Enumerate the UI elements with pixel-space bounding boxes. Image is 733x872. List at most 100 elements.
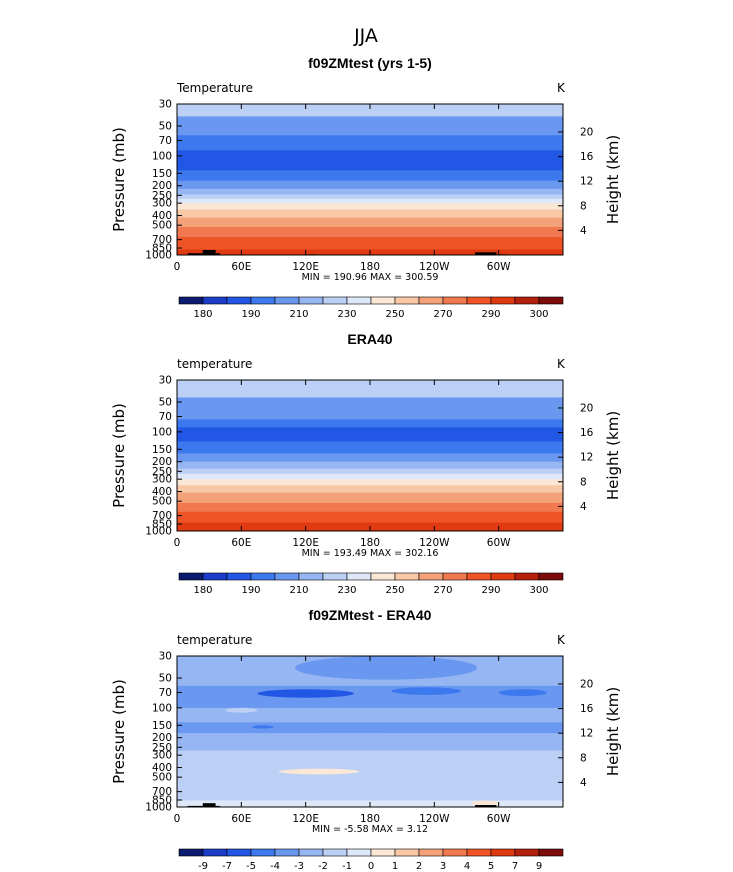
contour-band <box>177 209 563 219</box>
colorbar-cell <box>202 296 228 305</box>
contour-fill <box>177 104 563 255</box>
min-max-stats: MIN = -5.58 MAX = 3.12 <box>312 824 428 835</box>
y-tick-label: 50 <box>159 120 172 132</box>
panel-1: f09ZMtest (yrs 1-5) Temperature K 30 50 70 100… <box>110 55 622 320</box>
contour-band <box>177 150 563 171</box>
contour-band <box>177 226 563 238</box>
panels: f09ZMtest (yrs 1-5)Temperature K305070100… <box>110 55 622 872</box>
y2-tick-label: 4 <box>580 225 587 237</box>
min-max-stats: MIN = 193.49 MAX = 302.16 <box>302 548 439 559</box>
y2-tick-label: 16 <box>580 703 594 715</box>
colorbar-cell <box>442 296 468 305</box>
contour-blob <box>225 707 258 713</box>
units-label: K <box>557 633 566 647</box>
colorbar-cell <box>394 848 420 857</box>
colorbar-label: 0 <box>368 861 374 872</box>
colorbar-cell <box>538 572 564 581</box>
y2-tick-label: 16 <box>580 427 594 439</box>
y-tick-label: 1000 <box>145 250 172 262</box>
min-max-stats: MIN = 190.96 MAX = 300.59 <box>302 272 439 283</box>
y2-axis-label: Height (km) <box>604 135 622 224</box>
y2-tick-label: 8 <box>580 200 587 212</box>
contour-band <box>177 461 563 470</box>
x-tick-label: 120E <box>292 537 319 549</box>
y-tick-label: 150 <box>152 720 172 732</box>
colorbar-label: 5 <box>488 861 494 872</box>
colorbar-cell <box>442 572 468 581</box>
contour-band <box>177 237 563 251</box>
colorbar-cell <box>346 296 372 305</box>
y-tick-label: 500 <box>152 772 172 784</box>
y2-axis-label: Height (km) <box>604 687 622 776</box>
colorbar-cell <box>418 848 444 857</box>
colorbar-label: 250 <box>385 309 404 320</box>
x-tick-label: 120W <box>419 813 450 825</box>
colorbar-cell <box>178 848 204 857</box>
figure-title: JJA <box>353 25 378 47</box>
colorbar-cell <box>322 572 348 581</box>
contour-band <box>177 750 563 802</box>
colorbar-cell <box>226 296 252 305</box>
colorbar: 180 190 210 230 250 270 290 300 <box>178 572 564 596</box>
colorbar-label: 180 <box>193 585 212 596</box>
colorbar-cell <box>490 296 516 305</box>
y-tick-label: 850 <box>152 795 172 807</box>
colorbar-label: 290 <box>481 309 500 320</box>
colorbar-label: -7 <box>222 861 232 872</box>
contour-band <box>177 473 563 480</box>
y2-axis-label: Height (km) <box>604 411 622 500</box>
y2-tick-label: 12 <box>580 452 593 464</box>
contour-blob <box>257 689 354 698</box>
y-tick-label: 100 <box>152 426 172 438</box>
colorbar-cell <box>346 848 372 857</box>
colorbar-label: 4 <box>464 861 470 872</box>
contour-band <box>177 685 563 709</box>
colorbar-cell <box>370 572 396 581</box>
contour-band <box>177 453 563 463</box>
y-tick-label: 300 <box>152 474 172 486</box>
colorbar-cell <box>514 572 540 581</box>
colorbar-label: -9 <box>198 861 208 872</box>
contour-band <box>177 180 563 190</box>
colorbar-label: 190 <box>241 585 260 596</box>
colorbar-cell <box>394 572 420 581</box>
contour-blob <box>294 656 478 680</box>
colorbar-cell <box>538 296 564 305</box>
colorbar-cell <box>250 572 276 581</box>
colorbar-label: 230 <box>337 585 356 596</box>
x-tick-label: 180 <box>360 261 380 273</box>
contour-band <box>177 116 563 136</box>
colorbar-label: 2 <box>416 861 422 872</box>
colorbar-cell <box>466 572 492 581</box>
y2-tick-label: 8 <box>580 476 587 488</box>
y-tick-label: 250 <box>152 190 172 202</box>
y-tick-label: 100 <box>152 150 172 162</box>
y-tick-label: 250 <box>152 742 172 754</box>
x-tick-label: 60E <box>231 537 251 549</box>
y2-tick-label: 20 <box>580 126 593 138</box>
x-tick-label: 180 <box>360 813 380 825</box>
colorbar-cell <box>370 848 396 857</box>
colorbar-cell <box>346 572 372 581</box>
y-tick-label: 30 <box>159 375 172 387</box>
colorbar-label: 210 <box>289 585 308 596</box>
y-tick-label: 700 <box>152 786 172 798</box>
colorbar-cell <box>418 296 444 305</box>
y-tick-label: 30 <box>159 99 172 111</box>
topography <box>215 805 220 807</box>
y-tick-label: 200 <box>152 732 172 744</box>
contour-band <box>177 479 563 486</box>
colorbar-cell <box>178 296 204 305</box>
x-tick-label: 180 <box>360 537 380 549</box>
contour-band <box>177 427 563 443</box>
panel-title: ERA40 <box>347 331 392 347</box>
y-tick-label: 700 <box>152 234 172 246</box>
y-tick-label: 150 <box>152 168 172 180</box>
x-tick-label: 0 <box>174 537 181 549</box>
y-tick-label: 200 <box>152 456 172 468</box>
y-tick-label: 50 <box>159 672 172 684</box>
colorbar-cell <box>322 296 348 305</box>
contour-band <box>177 722 563 734</box>
y-tick-label: 400 <box>152 210 172 222</box>
